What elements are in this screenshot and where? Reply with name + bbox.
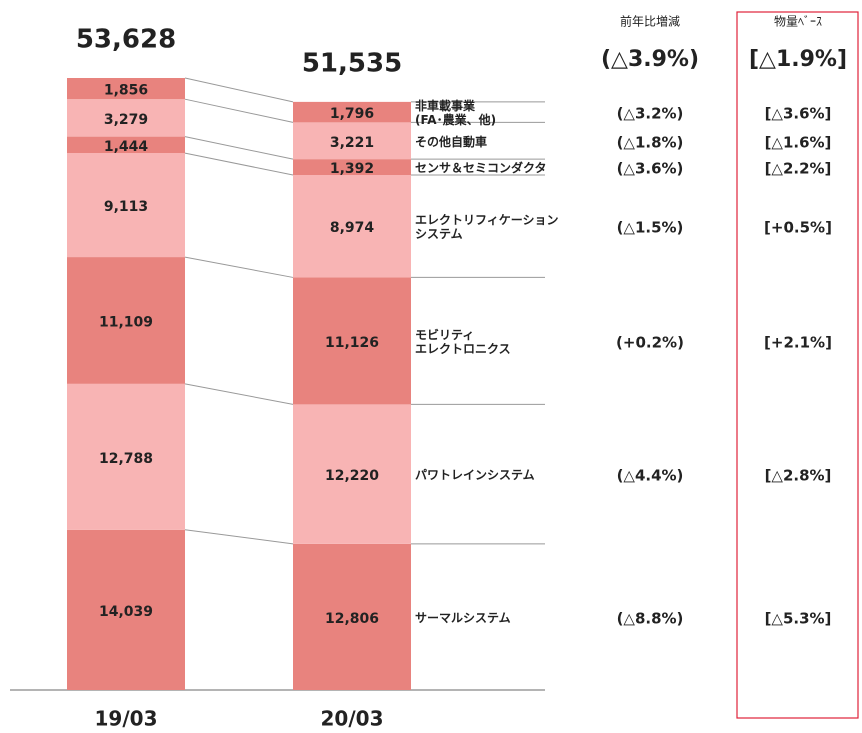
value-label: 11,109	[99, 314, 153, 330]
total-volume: [△1.9%]	[749, 47, 847, 72]
connector	[184, 136, 294, 160]
connector	[184, 98, 294, 123]
value-label: 1,392	[330, 161, 374, 177]
volume-label: [+0.5%]	[764, 219, 832, 237]
bar-segment	[67, 153, 185, 258]
bar-segment	[293, 101, 411, 123]
connector	[184, 256, 294, 278]
volume-label: [△1.6%]	[765, 133, 832, 151]
connector	[184, 529, 294, 545]
value-label: 14,039	[99, 604, 153, 620]
segment-name: センサ＆セミコンダクタ	[415, 161, 547, 176]
connector	[184, 77, 294, 103]
yoy-label: (△1.8%)	[617, 133, 684, 151]
bar-segment	[67, 383, 185, 530]
value-label: 1,796	[330, 106, 374, 122]
x-tick-label: 19/03	[95, 707, 158, 731]
segment-name: 非車載事業 (FA･農業、他)	[415, 99, 497, 128]
volume-header: 物量ﾍﾞｰｽ	[774, 15, 822, 29]
yoy-label: (+0.2%)	[616, 333, 684, 351]
value-label: 1,856	[104, 83, 148, 99]
yoy-header: 前年比増減	[620, 14, 680, 29]
bar-segment	[293, 543, 411, 690]
segment-name: サーマルシステム	[415, 610, 511, 625]
value-label: 9,113	[104, 199, 148, 215]
bar-segment	[293, 159, 411, 176]
segment-name: その他自動車	[415, 134, 488, 149]
segment-name: パワトレインシステム	[415, 468, 535, 483]
yoy-label: (△4.4%)	[617, 467, 684, 485]
yoy-label: (△3.2%)	[617, 105, 684, 123]
value-label: 12,806	[325, 611, 379, 627]
bar-segment	[293, 404, 411, 544]
volume-label: [△3.6%]	[765, 105, 832, 123]
total-yoy: (△3.9%)	[601, 47, 699, 72]
bar-segment	[67, 78, 185, 100]
segment-name: エレクトリフィケーション システム	[415, 213, 559, 242]
segment-name: モビリティ エレクトロニクス	[415, 327, 511, 356]
volume-label: [△5.3%]	[765, 609, 832, 627]
total-label: 53,628	[76, 25, 176, 55]
bar-segment	[293, 277, 411, 405]
yoy-label: (△1.5%)	[617, 219, 684, 237]
volume-label: [△2.2%]	[765, 160, 832, 178]
value-label: 3,279	[104, 112, 148, 128]
bar-segment	[293, 175, 411, 278]
volume-label: [+2.1%]	[764, 333, 832, 351]
x-tick-label: 20/03	[321, 707, 384, 731]
yoy-label: (△8.8%)	[617, 609, 684, 627]
bar-segment	[67, 99, 185, 137]
highlight-box	[736, 11, 859, 719]
bar-segment	[67, 529, 185, 690]
bar-segment	[67, 257, 185, 384]
bar-segment	[67, 136, 185, 154]
bar-segment	[293, 122, 411, 160]
value-label: 12,788	[99, 451, 153, 467]
value-label: 12,220	[325, 468, 379, 484]
connector	[184, 383, 294, 405]
connector	[184, 152, 294, 176]
yoy-label: (△3.6%)	[617, 160, 684, 178]
total-label: 51,535	[302, 48, 402, 78]
value-label: 11,126	[325, 335, 379, 351]
value-label: 3,221	[330, 135, 374, 151]
value-label: 1,444	[104, 139, 149, 155]
value-label: 8,974	[330, 220, 375, 236]
volume-label: [△2.8%]	[765, 467, 832, 485]
